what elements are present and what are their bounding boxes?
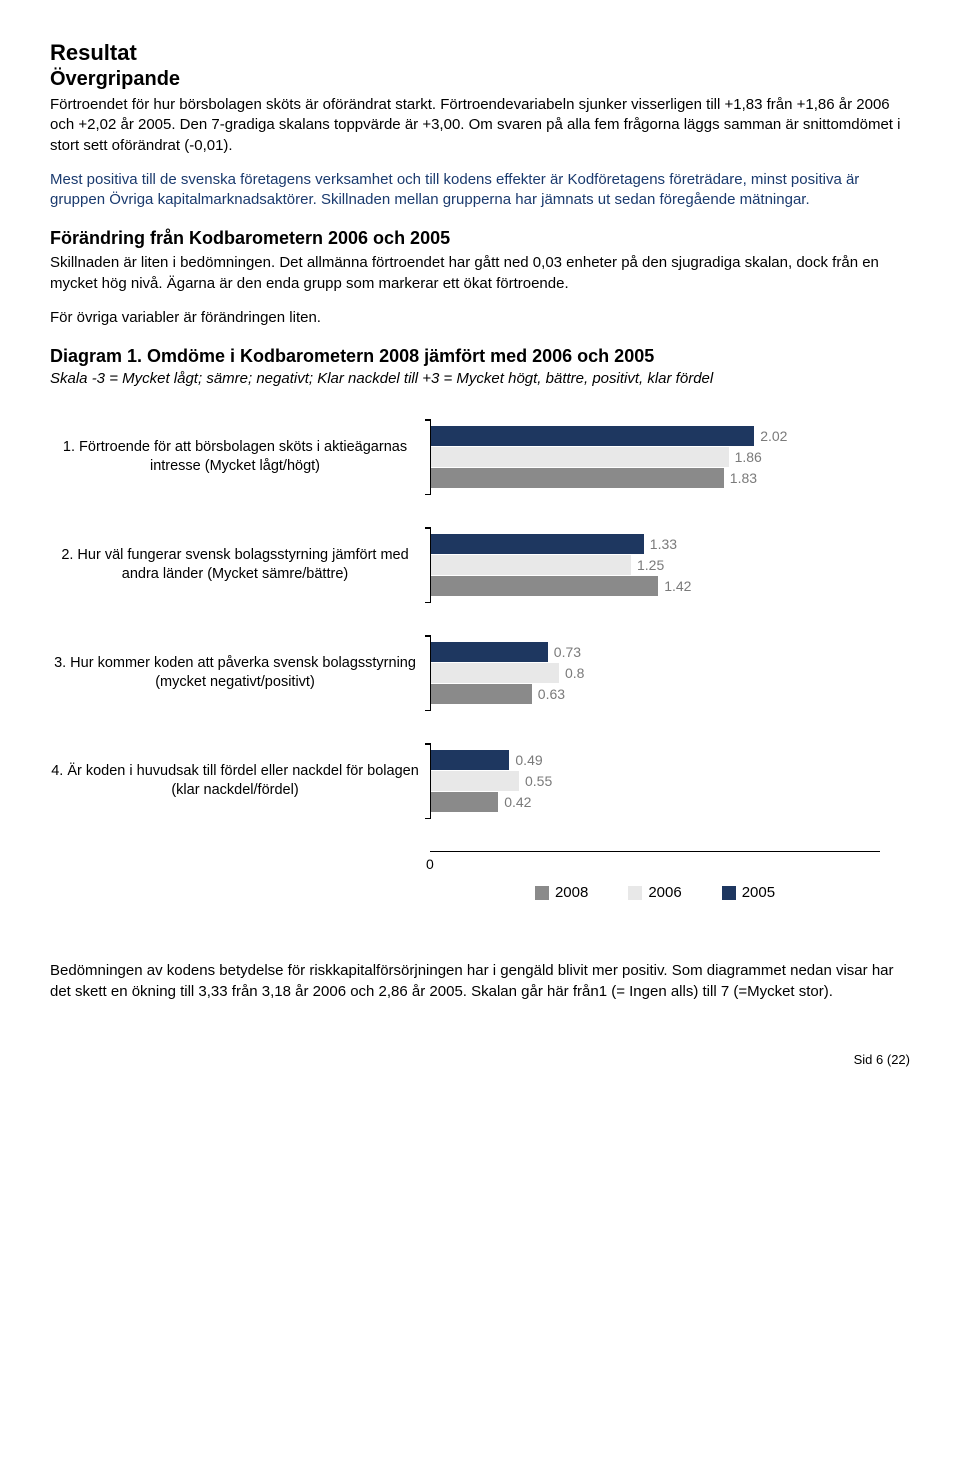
chart-group-bars: 0.49 0.55 0.42 bbox=[430, 743, 881, 819]
chart-x-axis: 0 bbox=[430, 851, 880, 876]
forandring-paragraph-2: För övriga variabler är förändringen lit… bbox=[50, 308, 910, 328]
chart-group-label: 1. Förtroende för att börsbolagen sköts … bbox=[50, 438, 430, 476]
chart-bar-value: 1.25 bbox=[631, 557, 664, 573]
chart-bar-value: 0.49 bbox=[509, 752, 542, 768]
chart-bar-fill bbox=[431, 555, 631, 575]
chart-bar-value: 0.8 bbox=[559, 665, 584, 681]
chart-group: 2. Hur väl fungerar svensk bolagsstyrnin… bbox=[50, 527, 910, 603]
chart-bar: 0.73 bbox=[431, 642, 881, 662]
chart-legend: 2008 2006 2005 bbox=[430, 884, 880, 901]
chart-group: 4. Är koden i huvudsak till fördel eller… bbox=[50, 743, 910, 819]
chart-bar-value: 1.86 bbox=[729, 449, 762, 465]
forandring-text: Skillnaden är liten i bedömningen. Det a… bbox=[50, 254, 879, 291]
chart-bar-fill bbox=[431, 663, 559, 683]
legend-label: 2008 bbox=[555, 884, 588, 901]
chart-bar: 0.8 bbox=[431, 663, 881, 683]
diagram-1-title: Diagram 1. Omdöme i Kodbarometern 2008 j… bbox=[50, 346, 910, 367]
chart-bar-value: 0.73 bbox=[548, 644, 581, 660]
chart-bar: 1.33 bbox=[431, 534, 881, 554]
chart-bar-fill bbox=[431, 771, 519, 791]
chart-group-bars: 1.33 1.25 1.42 bbox=[430, 527, 881, 603]
legend-swatch bbox=[628, 886, 642, 900]
legend-label: 2006 bbox=[648, 884, 681, 901]
chart-group-label: 4. Är koden i huvudsak till fördel eller… bbox=[50, 762, 430, 800]
chart-group-label: 2. Hur väl fungerar svensk bolagsstyrnin… bbox=[50, 546, 430, 584]
diagram-1-chart: 1. Förtroende för att börsbolagen sköts … bbox=[50, 419, 910, 901]
chart-bar-fill bbox=[431, 534, 644, 554]
highlighted-paragraph: Mest positiva till de svenska företagens… bbox=[50, 170, 910, 211]
chart-bar-fill bbox=[431, 468, 724, 488]
legend-item: 2006 bbox=[628, 884, 681, 901]
chart-bar-value: 1.83 bbox=[724, 470, 757, 486]
chart-bar: 1.25 bbox=[431, 555, 881, 575]
closing-paragraph: Bedömningen av kodens betydelse för risk… bbox=[50, 961, 910, 1002]
chart-group-bars: 2.02 1.86 1.83 bbox=[430, 419, 881, 495]
forandring-paragraph-1: Skillnaden är liten i bedömningen. Det a… bbox=[50, 253, 910, 294]
chart-group-label: 3. Hur kommer koden att påverka svensk b… bbox=[50, 654, 430, 692]
chart-bar: 1.42 bbox=[431, 576, 881, 596]
chart-bar-value: 1.42 bbox=[658, 578, 691, 594]
chart-x-zero-label: 0 bbox=[426, 856, 434, 872]
chart-group: 1. Förtroende för att börsbolagen sköts … bbox=[50, 419, 910, 495]
chart-bar: 1.86 bbox=[431, 447, 881, 467]
diagram-1-subtitle: Skala -3 = Mycket lågt; sämre; negativt;… bbox=[50, 369, 910, 389]
chart-bar: 0.55 bbox=[431, 771, 881, 791]
chart-bar-fill bbox=[431, 447, 729, 467]
chart-bar-value: 1.33 bbox=[644, 536, 677, 552]
page-footer: Sid 6 (22) bbox=[50, 1052, 910, 1067]
chart-bar-fill bbox=[431, 792, 498, 812]
intro-paragraph-1: Förtroendet för hur börsbolagen sköts är… bbox=[50, 95, 910, 156]
chart-bar-value: 2.02 bbox=[754, 428, 787, 444]
chart-bar-fill bbox=[431, 426, 754, 446]
page-title: Resultat bbox=[50, 40, 910, 66]
chart-bar-fill bbox=[431, 750, 509, 770]
chart-bar: 1.83 bbox=[431, 468, 881, 488]
chart-bar-fill bbox=[431, 576, 658, 596]
chart-bar: 2.02 bbox=[431, 426, 881, 446]
legend-label: 2005 bbox=[742, 884, 775, 901]
legend-item: 2005 bbox=[722, 884, 775, 901]
section-heading-overgripande: Övergripande bbox=[50, 68, 910, 91]
chart-bar-fill bbox=[431, 684, 532, 704]
legend-swatch bbox=[535, 886, 549, 900]
chart-group: 3. Hur kommer koden att påverka svensk b… bbox=[50, 635, 910, 711]
chart-bar: 0.49 bbox=[431, 750, 881, 770]
chart-bar-value: 0.63 bbox=[532, 686, 565, 702]
chart-bar-value: 0.55 bbox=[519, 773, 552, 789]
chart-bar: 0.63 bbox=[431, 684, 881, 704]
chart-bar: 0.42 bbox=[431, 792, 881, 812]
legend-item: 2008 bbox=[535, 884, 588, 901]
chart-bar-value: 0.42 bbox=[498, 794, 531, 810]
chart-bar-fill bbox=[431, 642, 548, 662]
chart-group-bars: 0.73 0.8 0.63 bbox=[430, 635, 881, 711]
legend-swatch bbox=[722, 886, 736, 900]
section-heading-forandring: Förändring från Kodbarometern 2006 och 2… bbox=[50, 228, 910, 249]
